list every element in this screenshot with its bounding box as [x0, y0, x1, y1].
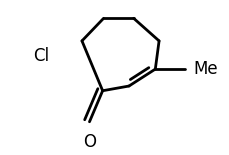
- Text: Me: Me: [193, 60, 218, 78]
- Text: Cl: Cl: [33, 47, 49, 65]
- Text: O: O: [83, 133, 96, 151]
